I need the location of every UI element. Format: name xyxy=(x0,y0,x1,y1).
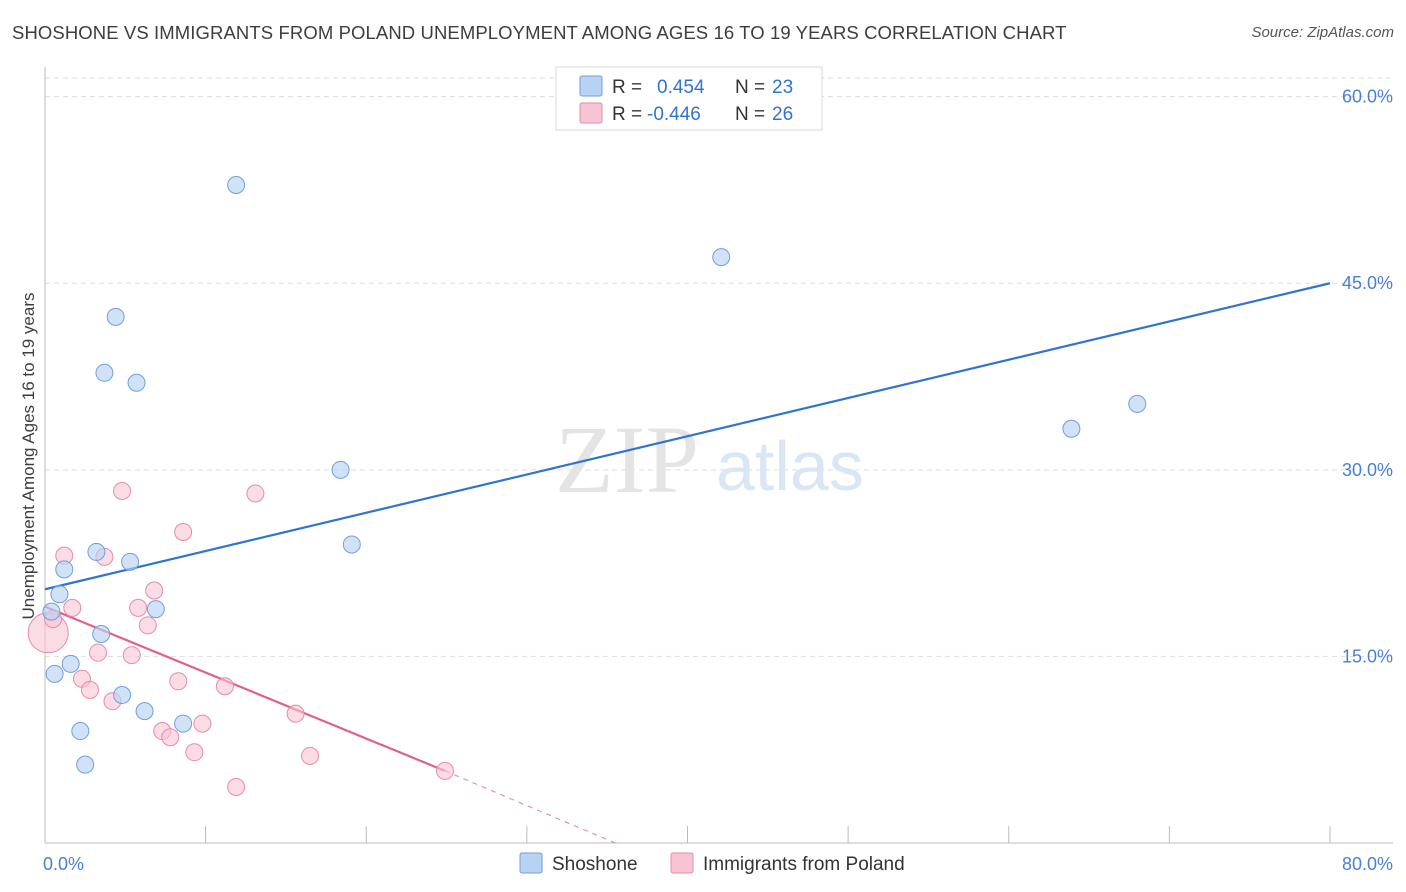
data-point-shoshone xyxy=(50,585,69,604)
data-point-shoshone xyxy=(174,714,193,733)
data-point-poland xyxy=(169,672,188,691)
y-tick-label: 45.0% xyxy=(1342,273,1393,293)
x-tick-label: 80.0% xyxy=(1342,854,1393,874)
trend-line-poland-extension xyxy=(444,770,616,844)
data-point-poland xyxy=(113,481,132,500)
data-point-poland xyxy=(63,598,82,617)
trend-line-shoshone xyxy=(44,282,1331,591)
legend-n-value: 23 xyxy=(772,77,793,98)
legend-n-label: N = xyxy=(735,77,765,98)
data-point-shoshone xyxy=(146,600,165,619)
series-legend-swatch-shoshone xyxy=(519,852,543,874)
source-label: Source: ZipAtlas.com xyxy=(1251,24,1394,41)
data-point-shoshone xyxy=(92,625,111,644)
legend-swatch-blue xyxy=(579,75,603,97)
data-point-poland xyxy=(246,484,265,503)
data-point-poland xyxy=(138,616,157,635)
legend-r-value: 0.454 xyxy=(657,77,705,98)
legend-r-value: -0.446 xyxy=(647,104,701,125)
series-legend-swatch-poland xyxy=(670,852,694,874)
y-tick-label: 30.0% xyxy=(1342,460,1393,480)
stats-legend: R = 0.454 N = 23 R = -0.446 N = 26 xyxy=(555,66,823,131)
x-tick-label: 0.0% xyxy=(43,854,84,874)
data-point-shoshone xyxy=(331,460,350,479)
data-point-shoshone xyxy=(127,373,146,392)
data-point-shoshone xyxy=(42,602,61,621)
data-point-poland xyxy=(301,746,320,765)
watermark: ZIP atlas xyxy=(555,406,864,513)
data-point-shoshone xyxy=(712,248,731,267)
data-point-shoshone xyxy=(61,654,80,673)
data-point-shoshone xyxy=(45,664,64,683)
data-point-shoshone xyxy=(76,755,95,774)
data-point-poland xyxy=(193,714,212,733)
data-point-poland xyxy=(161,728,180,747)
watermark-zip: ZIP xyxy=(555,406,699,513)
y-tick-label: 15.0% xyxy=(1342,646,1393,666)
data-point-shoshone xyxy=(71,722,90,741)
data-point-shoshone xyxy=(106,307,125,326)
legend-r-label: R = xyxy=(612,104,642,125)
data-point-shoshone xyxy=(135,702,154,721)
series-legend-label-shoshone: Shoshone xyxy=(552,854,638,875)
trend-line-poland xyxy=(44,605,446,772)
data-point-poland xyxy=(89,643,108,662)
y-axis-label: Unemployment Among Ages 16 to 19 years xyxy=(19,293,38,620)
legend-swatch-pink xyxy=(579,102,603,124)
data-point-poland xyxy=(80,681,99,699)
legend-r-label: R = xyxy=(612,77,642,98)
data-point-shoshone xyxy=(121,552,140,571)
data-points xyxy=(27,175,1147,797)
axes: 15.0% 30.0% 45.0% 60.0% 0.0% 80.0% xyxy=(43,67,1393,874)
data-point-shoshone xyxy=(1128,394,1147,413)
chart-title: SHOSHONE VS IMMIGRANTS FROM POLAND UNEMP… xyxy=(12,22,1067,43)
legend-n-label: N = xyxy=(735,104,765,125)
data-point-poland xyxy=(174,523,193,542)
data-point-poland xyxy=(185,743,204,762)
trend-lines xyxy=(44,282,1331,844)
data-point-poland xyxy=(227,778,246,797)
watermark-atlas: atlas xyxy=(716,427,864,505)
data-point-shoshone xyxy=(55,560,74,579)
data-point-poland xyxy=(129,598,148,617)
data-point-poland xyxy=(145,581,164,600)
data-point-shoshone xyxy=(1062,419,1081,438)
y-tick-label: 60.0% xyxy=(1342,87,1393,107)
data-point-poland xyxy=(215,677,234,696)
data-point-poland xyxy=(122,646,141,665)
data-point-shoshone xyxy=(227,175,246,194)
data-point-poland xyxy=(286,704,305,723)
series-legend: Shoshone Immigrants from Poland xyxy=(519,852,905,875)
data-point-shoshone xyxy=(95,363,114,382)
data-point-shoshone xyxy=(87,542,106,561)
data-point-shoshone xyxy=(113,685,132,704)
data-point-poland xyxy=(435,761,454,780)
grid xyxy=(45,77,1393,657)
legend-n-value: 26 xyxy=(772,104,793,125)
data-point-shoshone xyxy=(342,535,361,554)
series-legend-label-poland: Immigrants from Poland xyxy=(703,854,905,875)
